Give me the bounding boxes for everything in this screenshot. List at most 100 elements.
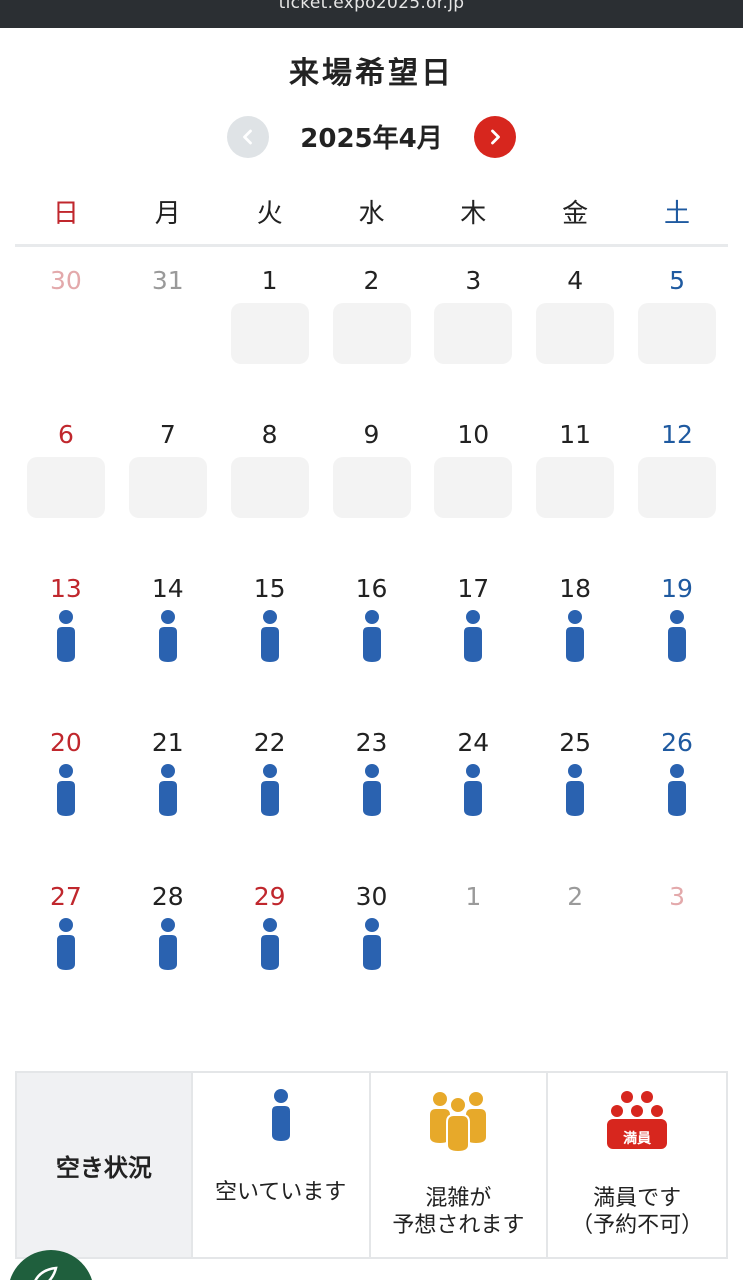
calendar-day-cell[interactable]: 13 (15, 570, 117, 724)
calendar-day-cell[interactable]: 18 (524, 570, 626, 724)
legend-available-label: 空いています (214, 1180, 347, 1205)
full-badge-text: 満員 (623, 1131, 652, 1147)
day-number: 12 (661, 420, 693, 449)
calendar-day-cell: 31 (117, 262, 219, 416)
day-empty-slot (230, 303, 309, 364)
weekday-sat: 土 (664, 199, 691, 229)
day-number: 31 (151, 266, 184, 295)
legend-crowded: 混雑が 予想されます (371, 1073, 549, 1257)
next-month-button[interactable] (474, 116, 516, 158)
person-icon (668, 764, 687, 816)
calendar-day-cell: 1 (422, 878, 524, 1032)
weekday-thu: 木 (460, 199, 487, 229)
calendar-day-cell: 1 (219, 262, 321, 416)
calendar-day-cell[interactable]: 21 (117, 724, 219, 878)
calendar-day-cell[interactable]: 25 (524, 724, 626, 878)
day-number: 25 (559, 728, 592, 757)
legend-full: 満員 満員です （予約不可） (548, 1073, 726, 1257)
day-number: 24 (457, 728, 490, 757)
browser-url-bar[interactable]: ticket.expo2025.or.jp (0, 0, 743, 28)
day-number: 10 (457, 420, 490, 449)
person-icon (260, 764, 279, 816)
day-empty-slot (536, 457, 615, 518)
calendar-day-cell[interactable]: 20 (15, 724, 117, 878)
day-number: 23 (355, 728, 388, 757)
day-number: 9 (363, 420, 380, 449)
calendar-day-cell: 6 (15, 416, 117, 570)
month-navigation: 2025年4月 (0, 116, 743, 158)
calendar-day-cell: 2 (321, 262, 423, 416)
day-number: 28 (151, 882, 184, 911)
day-number: 4 (567, 266, 584, 295)
calendar-day-cell[interactable]: 24 (422, 724, 524, 878)
calendar-day-cell: 12 (626, 416, 728, 570)
calendar-day-cell[interactable]: 30 (321, 878, 423, 1032)
url-text: ticket.expo2025.or.jp (278, 0, 465, 13)
person-icon (57, 764, 75, 816)
day-number: 5 (669, 266, 685, 295)
calendar-day-cell: 4 (524, 262, 626, 416)
calendar-day-cell: 11 (524, 416, 626, 570)
person-icon (362, 918, 381, 970)
calendar-day-cell[interactable]: 27 (15, 878, 117, 1032)
day-empty-slot (638, 457, 717, 518)
weekday-header: 日 月 火 水 木 金 土 (15, 193, 728, 233)
calendar-day-cell[interactable]: 28 (117, 878, 219, 1032)
calendar-day-cell[interactable]: 26 (626, 724, 728, 878)
day-empty-slot (27, 457, 105, 518)
calendar-day-cell[interactable]: 14 (117, 570, 219, 724)
day-number: 1 (261, 266, 278, 295)
calendar-day-cell[interactable]: 23 (321, 724, 423, 878)
day-number: 11 (559, 420, 592, 449)
day-empty-slot (638, 303, 717, 364)
group-icon (430, 1092, 487, 1153)
weekday-fri: 金 (562, 199, 589, 229)
day-number: 20 (50, 728, 82, 757)
person-icon (566, 610, 585, 662)
calendar-day-cell: 7 (117, 416, 219, 570)
day-empty-slot (434, 457, 513, 518)
header-divider (15, 244, 728, 247)
legend-full-label: 満員です （予約不可） (571, 1186, 704, 1238)
day-number: 3 (465, 266, 482, 295)
day-number: 7 (159, 420, 176, 449)
day-number: 2 (363, 266, 380, 295)
calendar-day-cell[interactable]: 17 (422, 570, 524, 724)
day-empty-slot (434, 303, 513, 364)
day-number: 26 (661, 728, 693, 757)
person-icon (260, 610, 279, 662)
calendar-day-cell: 8 (219, 416, 321, 570)
weekday-mon: 月 (154, 199, 181, 229)
person-icon (57, 918, 75, 970)
calendar-day-cell[interactable]: 16 (321, 570, 423, 724)
day-number: 21 (151, 728, 184, 757)
day-number: 2 (567, 882, 584, 911)
day-number: 15 (253, 574, 286, 603)
chevron-right-icon (491, 129, 500, 145)
calendar-day-cell[interactable]: 15 (219, 570, 321, 724)
calendar-day-cell: 2 (524, 878, 626, 1032)
weekday-sun: 日 (52, 199, 79, 229)
page-title: 来場希望日 (289, 56, 454, 91)
day-number: 6 (57, 420, 74, 449)
full-badge-icon (607, 1091, 668, 1149)
day-empty-slot (332, 303, 411, 364)
day-number: 3 (669, 882, 685, 911)
day-number: 30 (50, 266, 82, 295)
person-icon (464, 610, 483, 662)
person-icon (158, 764, 177, 816)
day-empty-slot (536, 303, 615, 364)
day-number: 27 (50, 882, 82, 911)
calendar-day-cell[interactable]: 19 (626, 570, 728, 724)
calendar-day-cell: 10 (422, 416, 524, 570)
day-empty-slot (230, 457, 309, 518)
month-label: 2025年4月 (300, 124, 443, 154)
person-icon (362, 610, 381, 662)
calendar-day-cell: 3 (626, 878, 728, 1032)
calendar-day-cell[interactable]: 22 (219, 724, 321, 878)
calendar-day-cell[interactable]: 29 (219, 878, 321, 1032)
prev-month-button[interactable] (227, 116, 269, 158)
calendar-day-cell: 9 (321, 416, 423, 570)
legend-heading: 空き状況 (17, 1073, 193, 1257)
day-number: 13 (50, 574, 82, 603)
